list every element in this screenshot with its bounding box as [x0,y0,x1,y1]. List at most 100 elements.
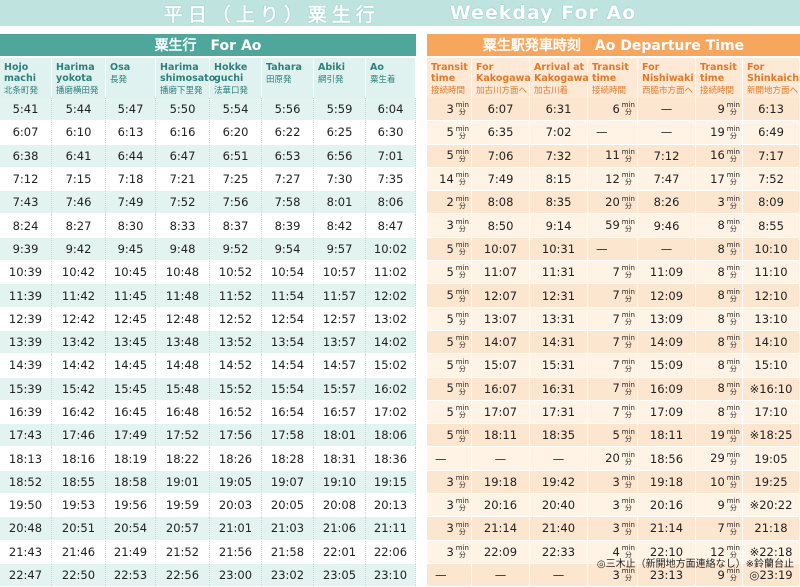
time-cell: — [638,121,696,145]
time-cell: 8:39 [262,214,314,238]
transit-unit: min 分 [726,520,740,536]
column-header-en: Osa [110,62,131,73]
transit-time-cell: 10 min 分 [696,470,743,495]
transit-time-value: 3 [446,101,454,116]
column-header-en: Hokke guchi [214,62,248,84]
transit-time-value: 29 [710,451,725,466]
time-cell: 12:54 [262,307,314,331]
time-cell: 11:52 [210,284,262,308]
table-row: 9:39 9:42 9:45 9:48 9:52 9:54 9:57 10:02 [0,237,416,262]
time-cell: 7:25 [210,167,262,192]
time-cell: 21:52 [156,540,210,564]
time-cell: 18:28 [262,447,314,471]
unit-min: min [726,450,740,459]
column-header-en: For Nishiwaki [642,62,694,84]
time-cell: 22:47 [0,563,52,587]
time-cell: 19:05 [743,447,800,471]
unit-fen: 分 [458,387,466,396]
transit-time-value: 3 [612,521,620,536]
time-cell: 11:07 [472,261,530,285]
unit-fen: 分 [458,504,466,513]
time-cell: 23:10 [366,563,416,587]
table-row: 5 min 分 7:06 7:32 11 min 分 7:12 16 min 分 7:17 [427,144,800,168]
column-header-jp: 接続時間 [431,86,466,96]
transit-time-cell: 5 min 分 [588,424,638,448]
transit-time-value: 7 [612,288,620,303]
column-header-en: Transit time [700,62,737,84]
unit-fen: 分 [729,271,737,280]
column-header-jp: 粟生着 [370,75,396,85]
time-cell: 15:10 [743,354,800,378]
unit-fen: 分 [729,504,737,513]
time-cell: 18:56 [638,447,696,471]
unit-fen: 分 [624,271,632,280]
column-header-en: Arrival at Kakogawa [534,62,589,84]
table-row: 20:48 20:51 20:54 20:57 21:01 21:03 21:06 21:11 [0,517,416,541]
transit-time-value: 3 [612,497,620,512]
unit-min: min [455,497,469,506]
unit-fen: 分 [458,271,466,280]
transit-time-value: 5 [446,404,454,419]
time-cell: 17:09 [638,400,696,425]
unit-fen: 分 [458,434,466,443]
time-cell: 17:56 [210,424,262,448]
transit-time-cell: 5 min 分 [427,307,472,331]
table-row: 5 min 分 6:35 7:02— —19 min 分 6:49 [427,121,800,145]
time-cell: 8:24 [0,214,52,238]
time-cell: 15:45 [106,377,156,401]
time-cell: 9:42 [52,237,106,262]
time-cell: 10:10 [743,237,800,262]
time-cell: 7:12 [638,144,696,168]
time-cell: 19:56 [106,494,156,518]
unit-min: min [726,217,740,226]
time-cell: 8:08 [472,191,530,215]
time-cell: 14:45 [106,354,156,378]
column-header-en: Transit time [431,62,468,84]
transit-time-value: 12 [710,544,725,559]
time-cell: 20:40 [530,494,588,518]
unit-min: min [726,474,740,483]
column-header-jp: 接続時間 [700,86,735,96]
column-header: For Kakogawa 加古川方面へ [472,58,531,98]
time-cell: 7:01 [366,144,416,168]
table-row: 17:43 17:46 17:49 17:52 17:56 17:58 18:01 18:06 [0,424,416,448]
transit-time-value: 8 [717,218,725,233]
transit-unit: min 分 [456,265,469,279]
transit-unit: min 分 [456,312,469,326]
transit-time-cell: 3 min 分 [427,214,472,238]
transit-time-value: 7 [612,311,620,326]
unit-fen: 分 [458,224,466,233]
time-cell: 6:51 [210,144,262,168]
time-cell: 7:49 [472,167,530,192]
transit-time-cell: 11 min 分 [588,144,638,168]
column-header: Hojo machi 北条町発 [0,58,52,98]
transit-time-value: 5 [446,334,454,349]
table-row: 5 min 分 18:11 18:35 5 min 分 18:11 19 min 分 ※18:25 [427,424,800,448]
transit-time-cell: 12 min 分 [588,167,638,192]
unit-fen: 分 [729,527,737,536]
time-cell: 16:54 [262,400,314,425]
transit-unit: min 分 [622,195,635,210]
unit-min: min [726,520,740,529]
transit-unit: min 分 [622,265,635,279]
unit-fen: 分 [624,154,632,163]
unit-min: min [726,311,740,320]
transit-unit: min 分 [456,288,469,303]
time-cell: 19:07 [262,470,314,495]
transit-time-value: 10 [710,474,725,489]
unit-fen: 分 [458,131,466,140]
time-cell: 18:22 [156,447,210,471]
time-cell: 20:05 [262,494,314,518]
time-cell: 19:05 [210,470,262,495]
time-cell: 21:58 [262,540,314,564]
transit-time-value: 7 [717,521,725,536]
time-cell: 16:31 [530,377,588,401]
time-cell: 11:02 [366,261,416,285]
time-cell: 5:44 [52,98,106,122]
transit-time-value: 16 [710,148,725,163]
column-header: Osa 長発 [106,58,156,98]
time-cell: 15:54 [262,377,314,401]
time-cell: 8:01 [314,191,366,215]
unit-min: min [726,287,740,296]
transit-time-value: — [596,241,608,256]
